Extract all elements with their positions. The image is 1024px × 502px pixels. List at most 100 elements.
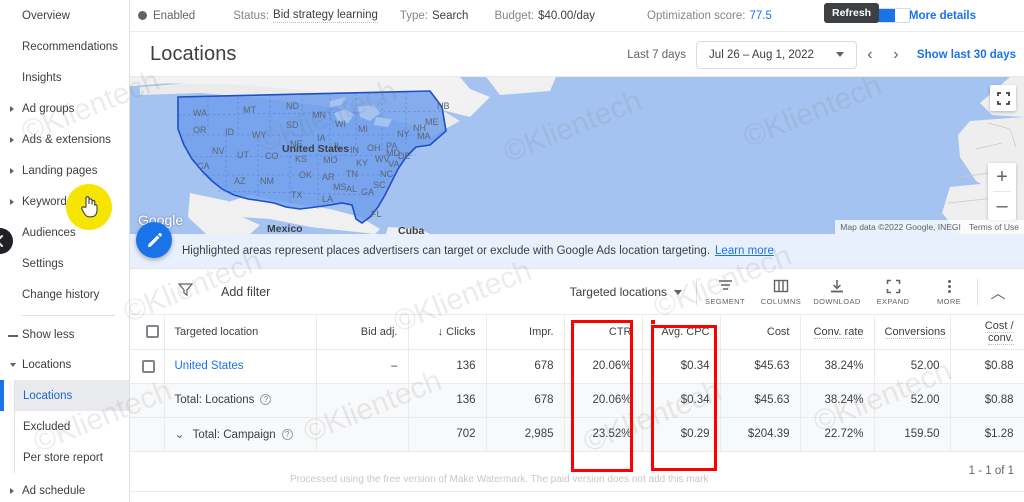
column-header-conversions[interactable]: Conversions [874, 315, 951, 350]
row-label: Total: Campaign [192, 429, 276, 441]
sidebar-collapse-button[interactable] [0, 228, 13, 254]
date-picker[interactable]: Jul 26 – Aug 1, 2022 [696, 40, 857, 69]
chevron-right-icon [10, 487, 14, 494]
learn-more-link[interactable]: Learn more [715, 245, 774, 257]
cell-avg-cpc: $0.34 [642, 383, 721, 418]
sidebar-item-ad-groups[interactable]: Ad groups [0, 93, 129, 124]
map-zoom-out-button[interactable]: – [996, 195, 1008, 217]
columns-icon [773, 279, 789, 292]
map-attribution: Map data ©2022 Google, INEGI Terms of Us… [835, 220, 1024, 234]
help-icon[interactable]: ? [260, 394, 272, 406]
date-range-label: Last 7 days [627, 48, 687, 61]
sidebar-subitem-locations[interactable]: Locations [0, 380, 129, 411]
table-toolbar: Add filter Targeted locations SEGMENT [130, 269, 1024, 315]
zoom-divider [993, 191, 1011, 192]
sidebar-item-locations-group[interactable]: Locations [0, 349, 129, 380]
prev-period-button[interactable]: ‹ [867, 45, 873, 63]
collapse-toolbar-button[interactable]: ︿ [990, 284, 1006, 302]
column-header-bid-adj[interactable]: Bid adj. [316, 315, 409, 350]
column-header-ctr[interactable]: CTR [564, 315, 643, 350]
sidebar-item-keywords[interactable]: Keywords [0, 186, 129, 217]
sidebar-item-recommendations[interactable]: Recommendations [0, 31, 129, 62]
chevron-right-icon [10, 105, 14, 112]
sidebar-item-audiences[interactable]: Audiences [0, 217, 129, 248]
columns-button[interactable]: COLUMNS [753, 279, 809, 306]
select-all-checkbox[interactable] [146, 325, 160, 339]
pencil-icon [147, 232, 162, 247]
budget-value[interactable]: $40.00/day [538, 9, 596, 22]
row-checkbox-cell [130, 383, 165, 418]
sidebar-item-landing-pages[interactable]: Landing pages [0, 155, 129, 186]
row-location-cell: United States [164, 349, 317, 384]
locations-table: Targeted location Bid adj. ↓ Clicks Impr.… [130, 315, 1024, 492]
column-header-clicks-label: Clicks [446, 325, 476, 338]
targeted-locations-label: Targeted locations [569, 285, 667, 299]
filter-icon[interactable] [177, 282, 194, 302]
more-vert-icon [947, 279, 951, 293]
column-header-clicks[interactable]: ↓ Clicks [408, 315, 487, 350]
map-zoom-control[interactable]: + – [988, 163, 1016, 220]
status-value[interactable]: Bid strategy learning [273, 8, 378, 23]
segment-button[interactable]: SEGMENT [697, 279, 753, 306]
targeted-locations-select[interactable]: Targeted locations [570, 285, 682, 299]
help-icon[interactable]: ? [281, 429, 293, 441]
show-last-30-days-button[interactable]: Show last 30 days [916, 48, 1016, 61]
cell-cost-conv: $0.88 [950, 383, 1024, 418]
sidebar-subitem-excluded[interactable]: Excluded [15, 411, 129, 442]
cell-impr: 678 [486, 349, 565, 384]
column-header-avg-cpc[interactable]: Avg. CPC [642, 315, 721, 350]
sidebar-item-ad-schedule[interactable]: Ad schedule [0, 475, 129, 502]
location-link[interactable]: United States [174, 360, 244, 372]
table-row[interactable]: ⌄ Total: Campaign? 702 2,985 23.52% $0.29 $204… [130, 417, 1024, 452]
sidebar-item-label: Overview [22, 9, 70, 22]
map-graphics [130, 77, 1024, 234]
sidebar-show-less[interactable]: Show less [0, 321, 129, 349]
edit-locations-fab[interactable] [136, 222, 172, 258]
toolbar-divider [696, 279, 697, 305]
expand-icon [996, 91, 1010, 105]
map-fullscreen-button[interactable] [990, 85, 1016, 111]
column-header-impr[interactable]: Impr. [486, 315, 565, 350]
sort-arrow-icon: ↓ [437, 325, 444, 338]
sidebar-item-overview[interactable]: Overview [0, 0, 129, 31]
sidebar-item-ads-extensions[interactable]: Ads & extensions [0, 124, 129, 155]
expand-button[interactable]: EXPAND [865, 279, 921, 306]
optimization-score-value: 77.5 [749, 9, 772, 22]
column-header-cost[interactable]: Cost [720, 315, 801, 350]
sidebar-item-label: Locations [23, 389, 73, 402]
annotation-dot [651, 320, 655, 324]
campaign-type: Type: Search [400, 10, 469, 22]
page-header: Locations Last 7 days Jul 26 – Aug 1, 20… [130, 32, 1024, 77]
sidebar-item-label: Change history [22, 288, 100, 301]
table-row[interactable]: United States –136 678 20.06% $0.34 $45.63 38.… [130, 349, 1024, 384]
date-picker-value: Jul 26 – Aug 1, 2022 [709, 48, 814, 61]
next-period-button[interactable]: › [893, 45, 899, 63]
cell-bid-adj [316, 383, 409, 418]
type-value: Search [432, 9, 469, 22]
enabled-label: Enabled [153, 9, 196, 22]
locations-map[interactable]: WA MT ND MN OR ID WY SD WI MI NE IA IL IN OH PA NY NH ME MA… [130, 77, 1024, 234]
download-button[interactable]: DOWNLOAD [809, 279, 865, 306]
row-checkbox[interactable] [142, 359, 155, 373]
expand-label: EXPAND [876, 296, 910, 306]
map-zoom-in-button[interactable]: + [996, 166, 1008, 188]
cell-conversions: 52.00 [874, 383, 951, 418]
column-header-cost-conv[interactable]: Cost / conv. [950, 315, 1024, 350]
terms-of-use-link[interactable]: Terms of Use [968, 222, 1019, 232]
expand-row-chevron-icon[interactable]: ⌄ [174, 427, 185, 441]
column-header-conv-rate[interactable]: Conv. rate [800, 315, 875, 350]
column-header-targeted-location[interactable]: Targeted location [164, 315, 317, 350]
cell-avg-cpc: $0.34 [642, 349, 721, 384]
download-icon [831, 279, 843, 292]
campaign-state[interactable]: Enabled [138, 10, 195, 22]
expand-icon [886, 279, 900, 293]
sidebar-item-change-history[interactable]: Change history [0, 279, 129, 310]
add-filter-button[interactable]: Add filter [221, 284, 271, 299]
sidebar-item-settings[interactable]: Settings [0, 248, 129, 279]
sidebar-item-insights[interactable]: Insights [0, 62, 129, 93]
more-button[interactable]: MORE [921, 279, 977, 306]
sidebar-item-label: Insights [22, 71, 62, 84]
cell-conv-rate: 38.24% [800, 383, 875, 418]
table-row[interactable]: Total: Locations? 136 678 20.06% $0.34 $45.63… [130, 383, 1024, 418]
sidebar-subitem-per-store-report[interactable]: Per store report [15, 442, 129, 473]
